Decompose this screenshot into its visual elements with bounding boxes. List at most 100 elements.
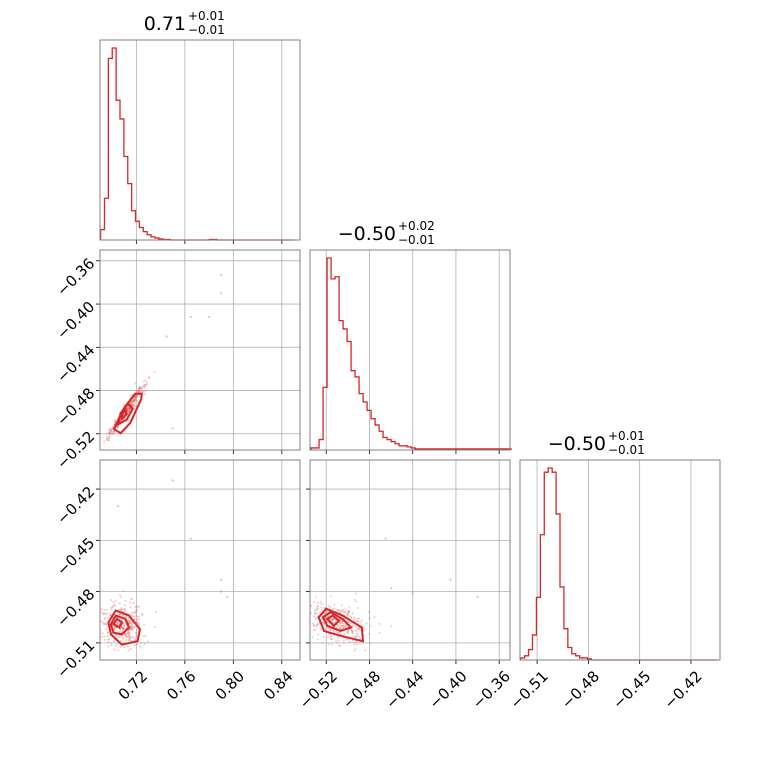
sample-point — [355, 635, 358, 638]
sample-point — [128, 410, 131, 413]
sample-point — [121, 608, 124, 611]
sample-point — [139, 646, 142, 649]
sample-point — [132, 399, 135, 402]
sample-point — [155, 611, 158, 614]
sample-point — [133, 617, 136, 620]
sample-point — [124, 615, 127, 618]
sample-point — [136, 399, 139, 402]
sample-point — [134, 397, 137, 400]
sample-point — [316, 624, 319, 627]
title-minus-error: −0.01 — [398, 233, 435, 247]
histogram-series — [99, 47, 295, 241]
sample-point — [111, 605, 114, 608]
sample-point — [122, 624, 125, 627]
sample-point — [102, 623, 105, 626]
sample-point — [108, 431, 111, 434]
sample-point — [124, 632, 127, 635]
sample-point — [124, 609, 127, 612]
sample-point — [356, 607, 359, 610]
sample-point — [344, 626, 347, 629]
sample-point — [122, 627, 125, 630]
outlier-point — [476, 595, 479, 598]
sample-point — [323, 635, 326, 638]
sample-point — [351, 631, 354, 634]
sample-point — [128, 633, 131, 636]
sample-point — [312, 615, 315, 618]
sample-point — [134, 395, 137, 398]
sample-point — [339, 622, 342, 625]
sample-point — [130, 614, 133, 617]
sample-point — [131, 404, 134, 407]
sample-point — [107, 645, 110, 648]
sample-point — [127, 407, 130, 410]
sample-point — [109, 433, 112, 436]
sample-point — [107, 632, 110, 635]
sample-point — [347, 629, 350, 632]
sample-point — [111, 605, 114, 608]
sample-point — [105, 437, 108, 440]
sample-point — [358, 635, 361, 638]
y-tick-label: −0.40 — [53, 298, 98, 343]
sample-point — [126, 410, 129, 413]
y-tick-label: −0.52 — [53, 427, 98, 472]
sample-point — [315, 607, 318, 610]
sample-point — [131, 628, 134, 631]
outlier-point — [449, 578, 452, 581]
sample-point — [119, 630, 122, 633]
x-tick-label: −0.51 — [507, 667, 552, 712]
sample-point — [126, 408, 129, 411]
sample-point — [328, 622, 331, 625]
sample-point — [130, 403, 133, 406]
sample-point — [106, 608, 109, 611]
sample-point — [353, 598, 356, 601]
sample-point — [352, 643, 355, 646]
sample-point — [339, 622, 342, 625]
sample-point — [352, 618, 355, 621]
sample-point — [126, 407, 129, 410]
sample-point — [137, 615, 140, 618]
sample-point — [129, 639, 132, 642]
sample-point — [135, 611, 138, 614]
sample-point — [314, 612, 317, 615]
sample-point — [330, 619, 333, 622]
sample-point — [113, 419, 116, 422]
sample-point — [108, 435, 111, 438]
sample-point — [105, 612, 108, 615]
joint-frame — [99, 249, 301, 451]
sample-point — [336, 608, 339, 611]
sample-point — [334, 619, 337, 622]
sample-point — [138, 387, 141, 390]
sample-point — [341, 627, 344, 630]
sample-point — [128, 619, 131, 622]
sample-point — [331, 617, 334, 620]
sample-point — [337, 639, 340, 642]
outlier-point — [389, 587, 393, 590]
outlier-point — [384, 537, 387, 540]
sample-point — [358, 627, 361, 630]
sample-point — [126, 407, 129, 410]
sample-point — [324, 627, 327, 630]
sample-point — [142, 384, 145, 387]
sample-point — [341, 625, 344, 628]
sample-point — [116, 642, 119, 645]
sample-point — [144, 389, 147, 392]
sample-point — [354, 635, 357, 638]
sample-point — [341, 621, 344, 624]
sample-point — [128, 407, 131, 410]
sample-point — [132, 601, 135, 604]
outlier-point — [226, 595, 229, 598]
sample-point — [330, 638, 333, 641]
sample-point — [109, 429, 112, 432]
sample-point — [127, 407, 130, 410]
sample-point — [105, 613, 108, 616]
sample-point — [142, 391, 145, 394]
sample-point — [129, 407, 132, 410]
sample-point — [369, 624, 372, 627]
histogram-series — [520, 467, 718, 661]
sample-point — [122, 627, 125, 630]
sample-point — [343, 633, 346, 636]
sample-point — [316, 605, 319, 608]
panel-title: −0.50 +0.01−0.01 — [548, 429, 645, 457]
density-contour — [111, 617, 124, 629]
sample-point — [107, 439, 110, 442]
